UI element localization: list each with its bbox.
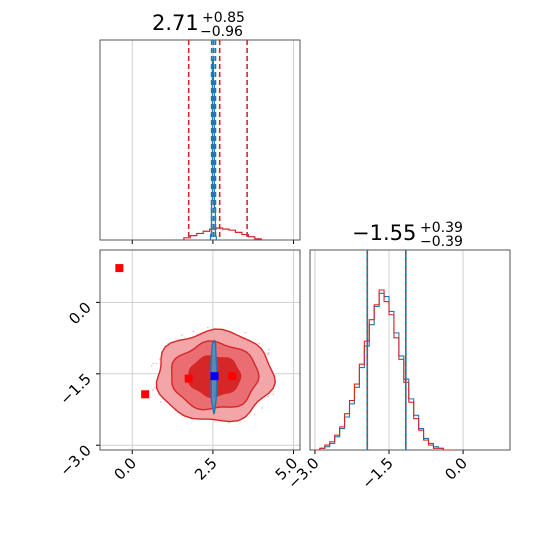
marker-square xyxy=(228,372,237,381)
marker-square xyxy=(115,264,124,273)
marginal-y-x-tick-label: −1.5 xyxy=(358,454,396,492)
scatter-point xyxy=(207,326,209,329)
histogram-series xyxy=(183,227,262,240)
title-y-minus: −0.39 xyxy=(420,234,463,250)
scatter-point xyxy=(253,413,256,416)
scatter-point xyxy=(267,395,269,398)
marginal-x-frame xyxy=(99,39,301,241)
scatter-point xyxy=(258,342,260,345)
joint-y-tick-label: −3.0 xyxy=(56,441,94,479)
scatter-point xyxy=(154,387,156,389)
scatter-point xyxy=(268,352,270,354)
joint-panel xyxy=(96,249,301,454)
marginal-y-x-tick-label: 0.0 xyxy=(441,454,471,484)
title-y-plus: +0.39 xyxy=(420,220,463,236)
marginal-y-frame xyxy=(309,249,511,451)
scatter-point xyxy=(192,330,195,333)
marginal-y-panel xyxy=(309,249,511,454)
scatter-point xyxy=(267,353,269,356)
title-x: 2.71 +0.85 −0.96 xyxy=(152,10,245,40)
marker-square xyxy=(141,390,150,399)
title-x-value: 2.71 xyxy=(152,11,199,35)
scatter-point xyxy=(261,407,263,409)
joint-x-tick-label: 2.5 xyxy=(191,454,221,484)
title-y-value: −1.55 xyxy=(352,221,416,245)
joint-frame xyxy=(99,249,301,451)
title-x-plus: +0.85 xyxy=(202,10,245,26)
histogram-series xyxy=(314,289,454,451)
scatter-point xyxy=(181,334,183,336)
title-y: −1.55 +0.39 −0.39 xyxy=(352,220,463,250)
scatter-point xyxy=(158,358,161,360)
scatter-point xyxy=(152,389,154,391)
marginal-x-panel xyxy=(99,39,301,244)
joint-y-tick-label: 0.0 xyxy=(65,298,95,328)
marker-square xyxy=(184,374,193,383)
histogram-series xyxy=(314,292,454,451)
title-x-minus: −0.96 xyxy=(200,24,243,40)
scatter-point xyxy=(152,362,155,365)
scatter-point xyxy=(228,421,230,424)
joint-x-tick-label: 0.0 xyxy=(110,454,140,484)
marker-square xyxy=(210,372,219,381)
scatter-point xyxy=(272,393,275,396)
scatter-point xyxy=(159,401,162,403)
scatter-point xyxy=(268,348,270,351)
joint-y-tick-label: −1.5 xyxy=(56,370,94,408)
scatter-point xyxy=(244,331,247,334)
scatter-point xyxy=(150,365,153,367)
scatter-point xyxy=(155,362,158,365)
